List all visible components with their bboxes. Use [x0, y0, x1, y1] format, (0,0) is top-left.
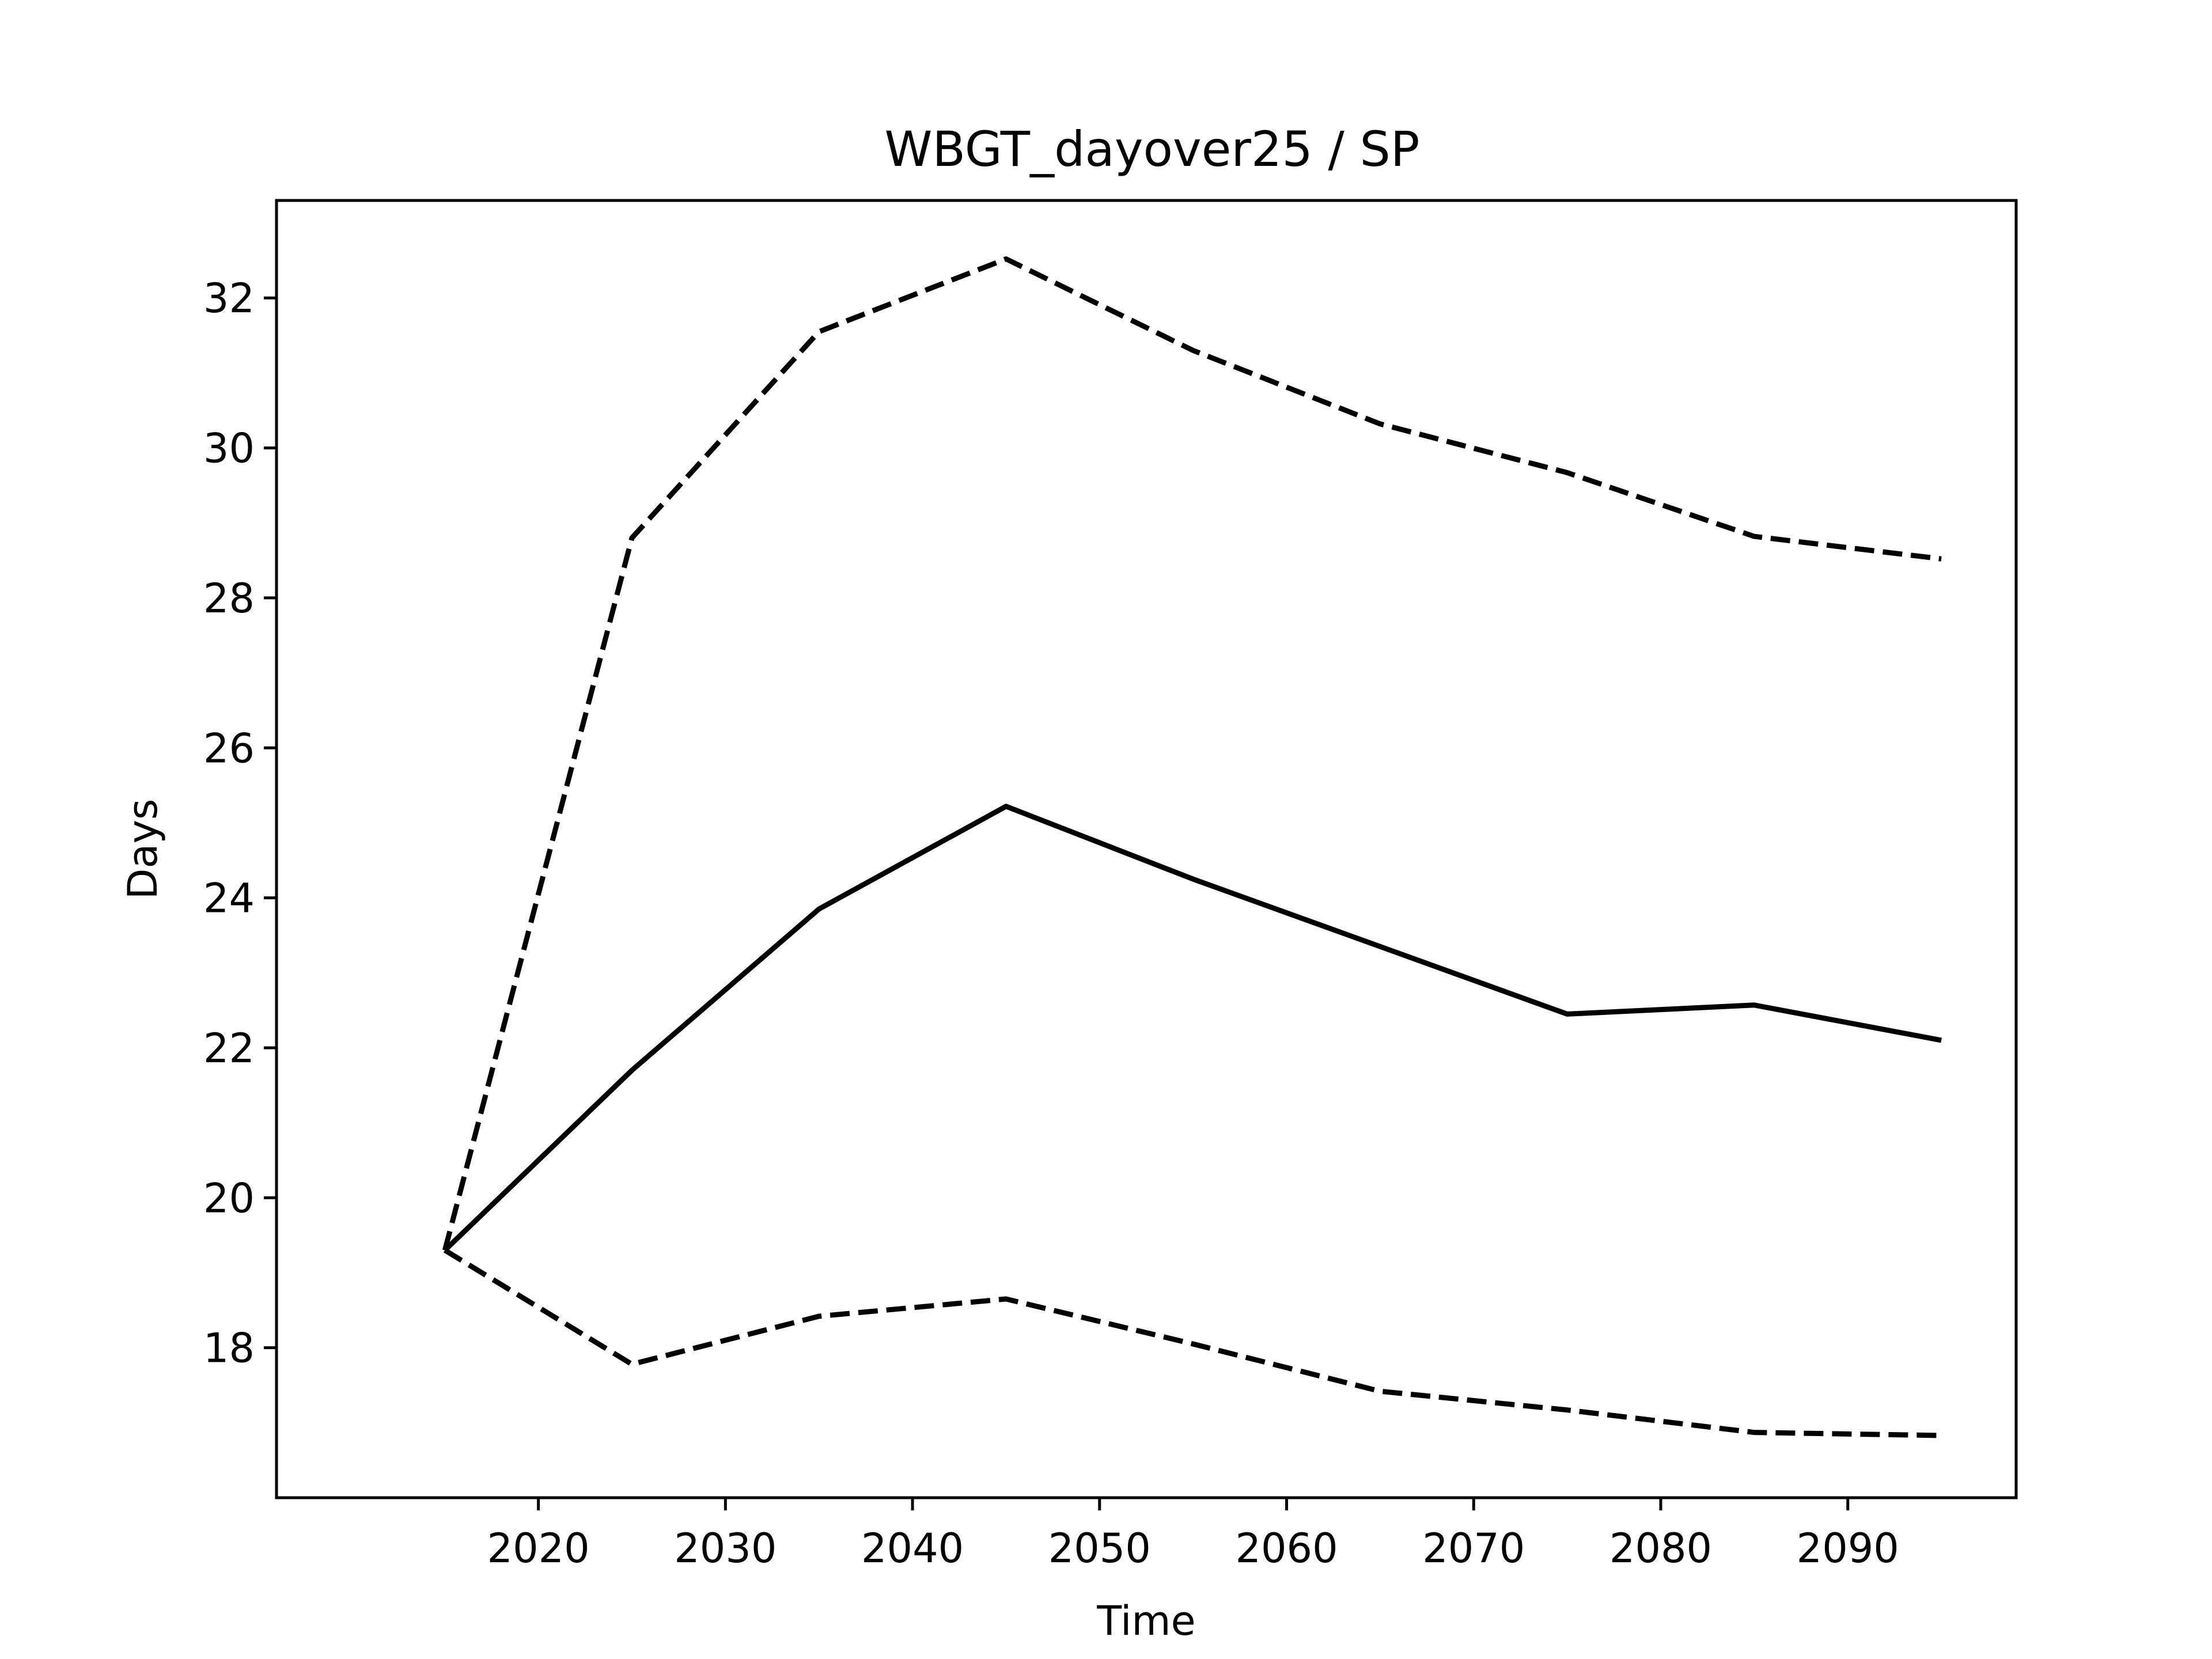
y-tick-label: 30 [203, 425, 255, 472]
y-tick-label: 28 [203, 575, 255, 622]
x-axis: 2020 2030 2040 2050 2060 2070 2080 2090 [487, 1498, 1899, 1572]
y-axis-label: Days [119, 799, 166, 900]
y-tick-label: 26 [203, 725, 255, 772]
y-tick-label: 24 [203, 875, 255, 922]
y-tick-label: 22 [203, 1025, 255, 1072]
y-tick-label: 20 [203, 1175, 255, 1222]
series-line-1 [443, 804, 1942, 1252]
x-tick-label: 2070 [1422, 1525, 1525, 1572]
series-layer [442, 256, 1942, 1438]
y-axis: 18 20 22 24 26 28 30 32 [203, 275, 276, 1372]
x-tick-label: 2080 [1609, 1525, 1712, 1572]
y-tick-label: 32 [203, 275, 255, 322]
x-tick-label: 2040 [861, 1525, 964, 1572]
chart-title: WBGT_dayover25 / SP [884, 121, 1419, 177]
series-line-3 [443, 1248, 1942, 1438]
x-tick-label: 2060 [1235, 1525, 1338, 1572]
x-tick-label: 2030 [674, 1525, 777, 1572]
plot-frame [275, 199, 2018, 1499]
x-tick-label: 2020 [487, 1525, 590, 1572]
x-axis-label: Time [1096, 1597, 1195, 1645]
y-tick-label: 18 [203, 1325, 255, 1372]
series-line-2 [442, 256, 1942, 1251]
x-tick-label: 2090 [1797, 1525, 1899, 1572]
x-tick-label: 2050 [1048, 1525, 1151, 1572]
